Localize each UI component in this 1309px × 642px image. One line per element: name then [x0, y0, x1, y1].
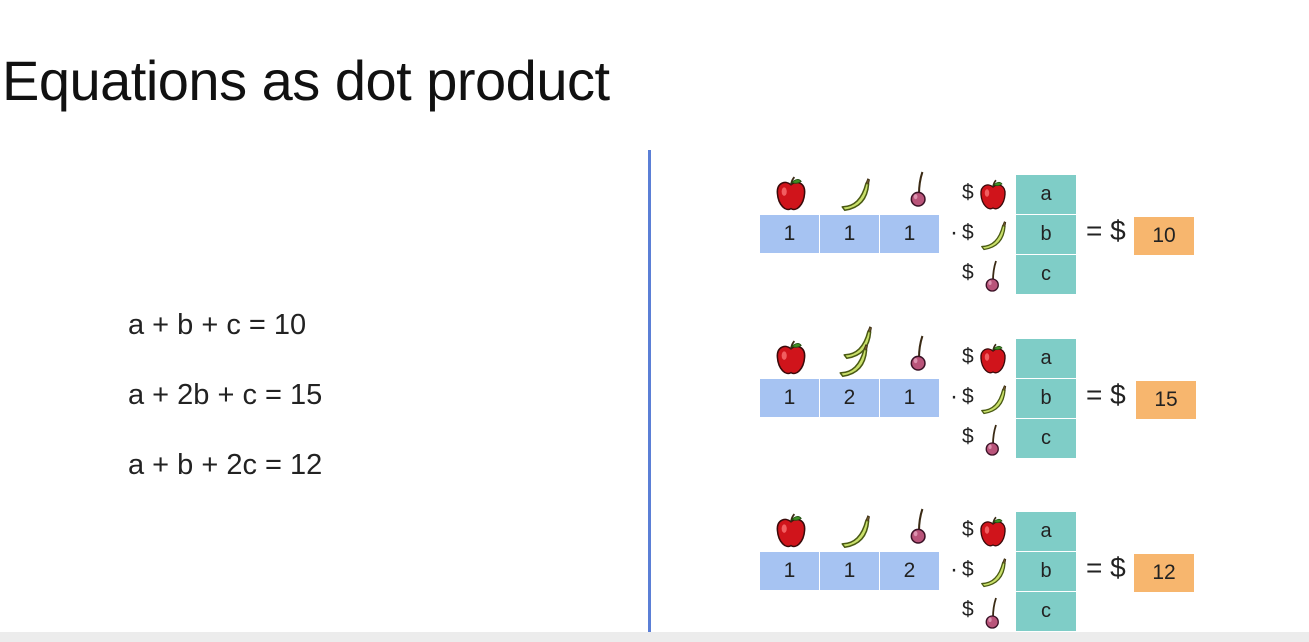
- equals-dollar: = $: [1086, 379, 1126, 410]
- dollar-sign: $: [962, 345, 974, 368]
- apple-icon: [774, 512, 808, 552]
- cherry-icon: [978, 421, 1008, 459]
- row-cell: 1: [820, 552, 879, 590]
- row-cell: 1: [880, 215, 939, 253]
- cherry-icon: [902, 165, 936, 213]
- col-cell: c: [1016, 419, 1076, 458]
- row-cell: 1: [760, 552, 819, 590]
- banana-icon: [838, 512, 872, 552]
- apple-icon: [774, 175, 808, 215]
- banana-icon: [978, 554, 1008, 592]
- dollar-sign: $: [962, 425, 974, 448]
- column-vector: a b c: [1016, 339, 1076, 459]
- col-cell: b: [1016, 552, 1076, 591]
- col-cell: b: [1016, 215, 1076, 254]
- vertical-divider: [648, 150, 651, 638]
- col-cell: c: [1016, 255, 1076, 294]
- apple-icon: [978, 341, 1008, 379]
- col-cell: a: [1016, 175, 1076, 214]
- dollar-sign: $: [962, 385, 974, 408]
- dot-product-block-1: 1 1 1 · $ $ $ a b c = $ 10: [760, 175, 1210, 305]
- banana-icon: [836, 341, 870, 381]
- equals-dollar: = $: [1086, 552, 1126, 583]
- col-cell: a: [1016, 339, 1076, 378]
- dollar-sign: $: [962, 558, 974, 581]
- col-cell: c: [1016, 592, 1076, 631]
- row-vector: 1 2 1: [760, 379, 940, 417]
- banana-icon: [978, 217, 1008, 255]
- row-cell: 2: [880, 552, 939, 590]
- column-vector: a b c: [1016, 512, 1076, 632]
- equation-2: a + 2b + c = 15: [128, 379, 323, 411]
- equation-list: a + b + c = 10 a + 2b + c = 15 a + b + 2…: [128, 305, 322, 515]
- apple-price-label: $: [962, 177, 1022, 217]
- dollar-sign: $: [962, 598, 974, 621]
- banana-price-label: $: [962, 217, 1022, 257]
- dollar-sign: $: [962, 221, 974, 244]
- dot-symbol: ·: [950, 383, 958, 410]
- banana-icon: [978, 381, 1008, 419]
- banana-icon: [838, 175, 872, 215]
- equation-3: a + b + 2c = 12: [128, 449, 323, 481]
- row-cell: 1: [820, 215, 879, 253]
- row-cell: 1: [760, 379, 819, 417]
- row-cell: 1: [880, 379, 939, 417]
- row-cell: 2: [820, 379, 879, 417]
- banana-price-label: $: [962, 381, 1022, 421]
- equation-1: a + b + c = 10: [128, 309, 307, 341]
- cherry-icon: [978, 257, 1008, 295]
- cherry-icon: [902, 329, 936, 377]
- result-box: 15: [1136, 381, 1196, 419]
- result-box: 12: [1134, 554, 1194, 592]
- cherry-icon: [902, 502, 936, 550]
- dollar-sign: $: [962, 261, 974, 284]
- dot-symbol: ·: [950, 219, 958, 246]
- row-vector: 1 1 2: [760, 552, 940, 590]
- dot-product-block-3: 1 1 2 · $ $ $ a b c = $ 12: [760, 512, 1210, 642]
- dot-symbol: ·: [950, 556, 958, 583]
- apple-icon: [774, 339, 808, 379]
- cherry-icon: [978, 594, 1008, 632]
- apple-price-label: $: [962, 514, 1022, 554]
- column-vector: a b c: [1016, 175, 1076, 295]
- result-box: 10: [1134, 217, 1194, 255]
- bottom-strip: [0, 632, 1309, 642]
- dot-product-block-2: 1 2 1 · $ $ $ a b c = $ 15: [760, 339, 1210, 469]
- col-cell: b: [1016, 379, 1076, 418]
- col-cell: a: [1016, 512, 1076, 551]
- banana-price-label: $: [962, 554, 1022, 594]
- dollar-sign: $: [962, 518, 974, 541]
- equals-dollar: = $: [1086, 215, 1126, 246]
- apple-icon: [978, 177, 1008, 215]
- row-cell: 1: [760, 215, 819, 253]
- cherry-price-label: $: [962, 421, 1022, 461]
- row-vector: 1 1 1: [760, 215, 940, 253]
- apple-icon: [978, 514, 1008, 552]
- page-title: Equations as dot product: [2, 49, 610, 112]
- cherry-price-label: $: [962, 594, 1022, 634]
- cherry-price-label: $: [962, 257, 1022, 297]
- dollar-sign: $: [962, 181, 974, 204]
- apple-price-label: $: [962, 341, 1022, 381]
